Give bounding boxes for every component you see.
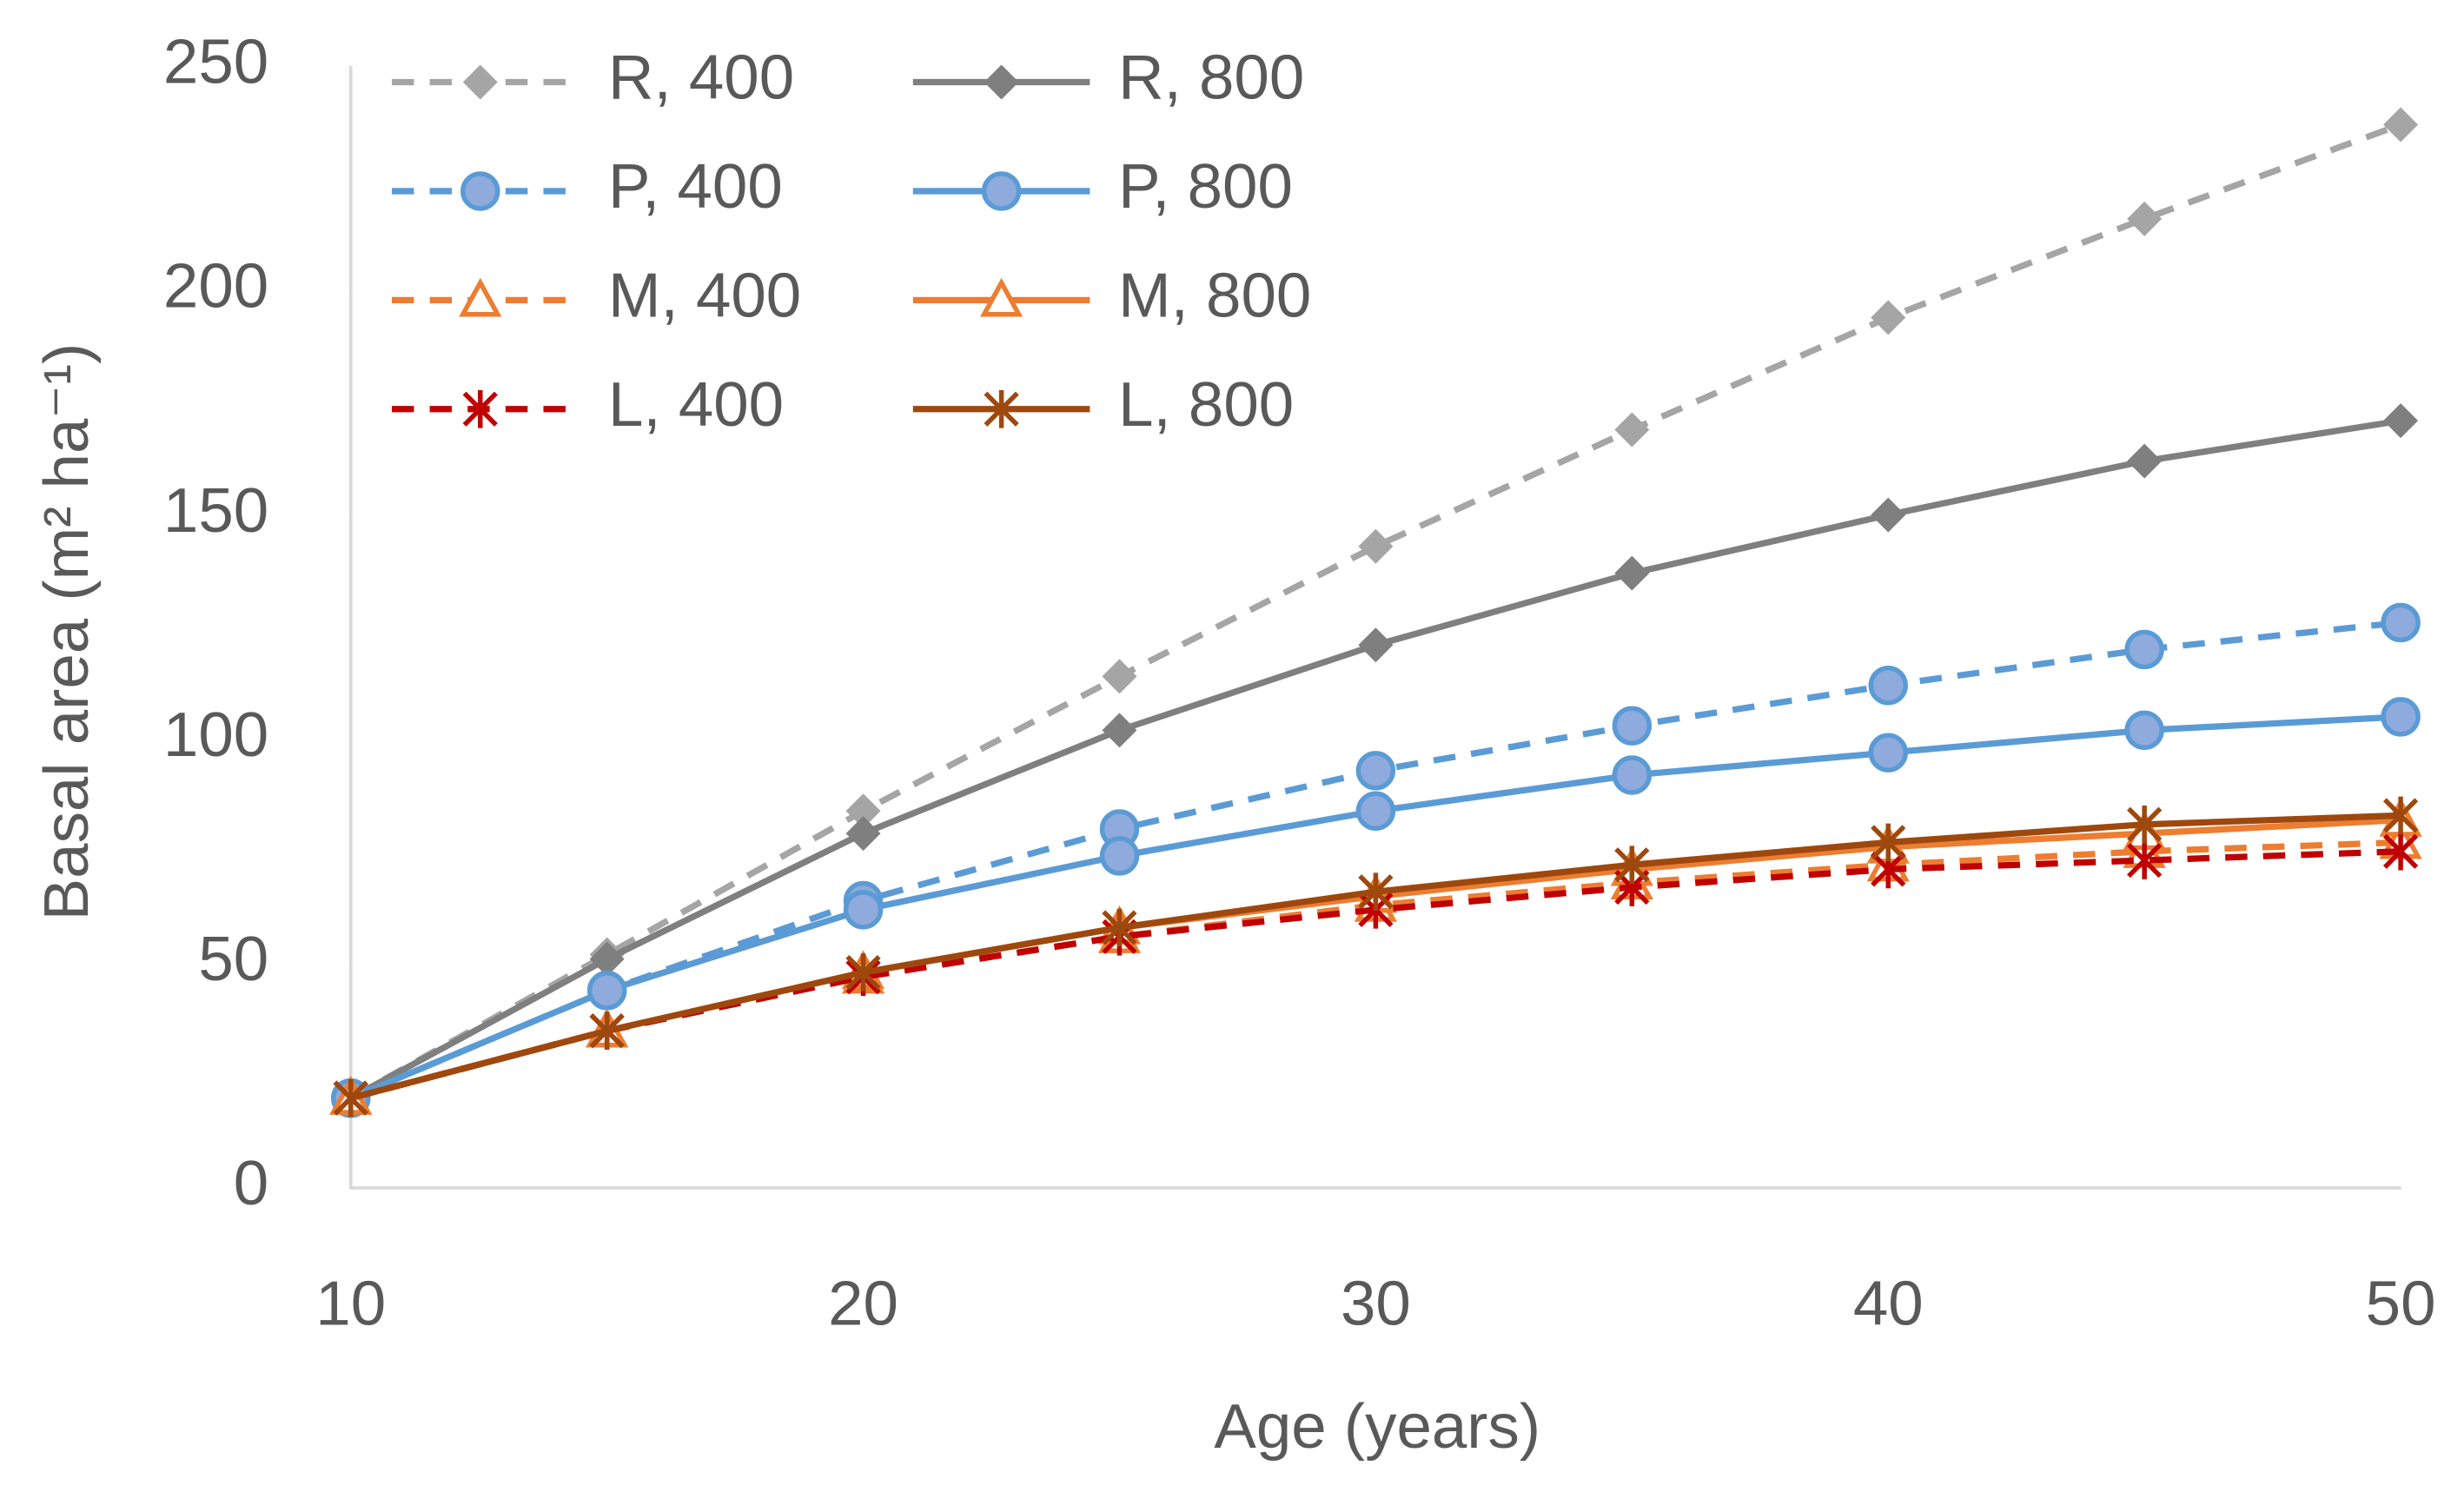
marker (2127, 841, 2163, 879)
y-tick-label: 50 (198, 924, 268, 994)
marker (1612, 755, 1653, 795)
marker (2127, 805, 2163, 844)
x-tick-label: 20 (828, 1268, 898, 1338)
legend-marker (980, 277, 1023, 317)
legend-label: L, 800 (1118, 369, 1294, 440)
y-tick-label: 250 (163, 27, 268, 97)
marker (1355, 751, 1396, 791)
marker (2127, 443, 2163, 479)
series-line (348, 122, 2402, 1101)
marker (845, 793, 881, 829)
legend-marker (984, 64, 1019, 100)
legend-label: M, 400 (608, 261, 801, 331)
legend-label: R, 800 (1118, 43, 1304, 113)
legend-label: P, 800 (1118, 151, 1293, 222)
y-tick-label: 100 (163, 700, 268, 770)
legend-label: L, 400 (608, 369, 784, 440)
y-axis-label: Basal area (m² ha⁻¹) (31, 343, 102, 920)
marker (2127, 201, 2163, 236)
marker (1614, 555, 1650, 591)
y-tick-label: 200 (163, 251, 268, 322)
marker (1102, 713, 1137, 748)
marker (1355, 791, 1396, 832)
marker (589, 941, 625, 977)
marker (1102, 659, 1137, 694)
y-tick-label: 150 (163, 475, 268, 546)
marker (1868, 666, 1908, 706)
x-tick-label: 50 (2366, 1268, 2436, 1338)
marker (1358, 528, 1394, 564)
marker (845, 953, 881, 992)
marker (1099, 836, 1140, 876)
marker (2382, 832, 2419, 871)
marker (2381, 697, 2421, 737)
marker (589, 1011, 625, 1051)
x-axis-label: Age (years) (1214, 1391, 1540, 1462)
marker (2381, 602, 2421, 643)
legend-marker (459, 277, 502, 317)
marker (1614, 412, 1650, 448)
legend-marker (462, 64, 498, 100)
series-line (349, 812, 2401, 1102)
legend-marker (984, 389, 1019, 428)
marker (2383, 403, 2419, 439)
marker (1868, 733, 1908, 773)
marker (2124, 629, 2164, 670)
marker (2383, 107, 2419, 143)
legend-marker (460, 171, 500, 211)
marker (843, 890, 884, 930)
marker (1102, 908, 1137, 947)
y-tick-label: 0 (234, 1148, 268, 1218)
legend-label: P, 400 (608, 151, 783, 222)
marker (1871, 497, 1906, 533)
marker (2124, 710, 2164, 751)
marker (1612, 706, 1653, 746)
legend-label: R, 400 (608, 43, 794, 113)
legend-marker (462, 389, 498, 428)
marker (1614, 846, 1650, 885)
marker (845, 816, 881, 852)
legend-marker (981, 171, 1022, 211)
marker (1358, 627, 1394, 663)
legend-label: M, 800 (1118, 261, 1311, 331)
x-tick-label: 40 (1853, 1268, 1924, 1338)
marker (1871, 300, 1906, 335)
x-tick-label: 10 (315, 1268, 386, 1338)
marker (2382, 796, 2419, 835)
marker (1871, 823, 1906, 862)
marker (1358, 872, 1394, 912)
marker (586, 971, 627, 1011)
x-tick-label: 30 (1341, 1268, 1411, 1338)
marker (333, 1078, 368, 1118)
